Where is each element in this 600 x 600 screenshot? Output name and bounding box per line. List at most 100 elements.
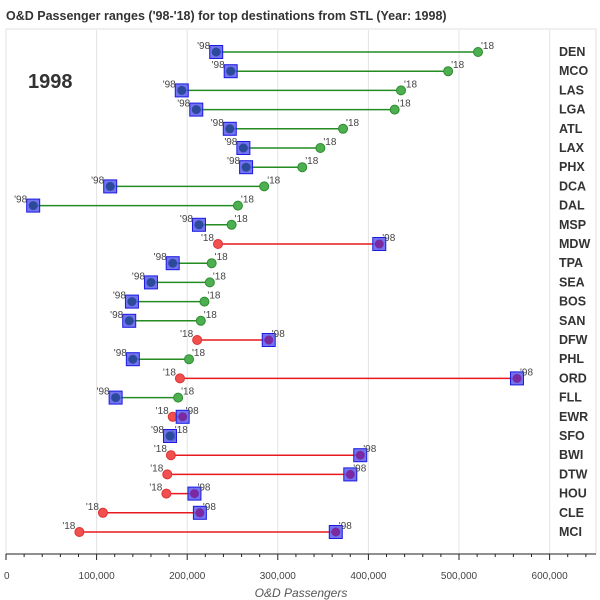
row-lax: '98 '18 LAX (224, 137, 585, 155)
point-2018[interactable] (473, 47, 484, 57)
label-2018: '18 (86, 502, 99, 513)
point-2018[interactable] (206, 258, 217, 269)
category-label: MSP (559, 218, 586, 232)
label-1998: '98 (211, 118, 224, 129)
point-1998 (331, 527, 341, 537)
label-2018: '18 (181, 387, 194, 398)
x-axis-title: O&D Passengers (255, 586, 348, 600)
label-1998: '98 (180, 214, 193, 225)
row-sfo: '98 '18 SFO (151, 425, 585, 443)
label-2018: '18 (235, 214, 248, 225)
label-1998: '98 (97, 387, 110, 398)
point-2018[interactable] (195, 315, 206, 326)
label-1998: '98 (91, 175, 104, 186)
label-2018: '18 (156, 406, 169, 417)
point-2018[interactable] (389, 104, 400, 115)
point-2018[interactable] (443, 66, 454, 77)
label-1998: '98 (224, 137, 237, 148)
label-1998: '98 (14, 195, 27, 206)
x-tick-label: 300,000 (260, 571, 297, 582)
row-dca: '98 '18 DCA (91, 175, 586, 194)
row-den: '98 '18 DEN (197, 41, 585, 59)
point-1998 (165, 431, 175, 441)
row-msp: '98 '18 MSP (180, 214, 586, 232)
row-hou: '98 '18 HOU (149, 483, 587, 501)
point-1998 (241, 162, 251, 172)
point-2018[interactable] (97, 507, 108, 518)
point-2018[interactable] (184, 354, 195, 365)
row-bos: '98 '18 BOS (113, 291, 586, 309)
point-2018[interactable] (161, 488, 172, 499)
category-label: DAL (559, 199, 585, 213)
point-2018[interactable] (199, 296, 210, 307)
label-2018: '18 (150, 463, 163, 474)
label-1998: '98 (154, 252, 167, 263)
label-1998: '98 (163, 79, 176, 90)
point-1998 (105, 181, 115, 191)
category-label: DCA (559, 179, 586, 193)
row-fll: '98 '18 FLL (97, 387, 582, 405)
row-san: '98 '18 SAN (110, 310, 585, 328)
category-label: ORD (559, 371, 587, 385)
row-tpa: '98 '18 TPA (154, 252, 583, 271)
label-2018: '18 (163, 367, 176, 378)
label-2018: '18 (204, 310, 217, 321)
point-2018[interactable] (204, 277, 215, 288)
point-1998 (345, 469, 355, 479)
category-label: MCO (559, 64, 588, 78)
point-2018[interactable] (192, 335, 203, 345)
point-2018[interactable] (162, 469, 173, 480)
label-2018: '18 (207, 291, 220, 302)
point-1998 (178, 412, 188, 422)
point-2018[interactable] (174, 373, 185, 384)
point-2018[interactable] (232, 200, 243, 211)
point-1998 (225, 124, 235, 134)
point-2018[interactable] (165, 450, 176, 461)
point-1998 (238, 143, 248, 153)
point-1998 (146, 277, 156, 287)
point-1998 (195, 508, 205, 518)
label-1998: '98 (272, 329, 285, 340)
row-sea: '98 '18 SEA (132, 271, 585, 290)
x-tick-label: 0 (4, 571, 10, 582)
point-2018[interactable] (297, 162, 308, 173)
label-2018: '18 (154, 444, 167, 455)
row-atl: '98 '18 ATL (211, 118, 583, 136)
row-mdw: '98 '18 MDW (201, 233, 590, 251)
category-label: LAX (559, 141, 585, 155)
point-2018[interactable] (315, 143, 326, 153)
point-2018[interactable] (338, 123, 349, 134)
row-phl: '98 '18 PHL (114, 348, 584, 367)
label-1998: '98 (339, 521, 352, 532)
point-1998 (512, 373, 522, 383)
point-1998 (226, 66, 236, 76)
row-mci: '98 '18 MCI (62, 521, 582, 539)
label-1998: '98 (520, 367, 533, 378)
category-label: ATL (559, 122, 583, 136)
point-1998 (28, 201, 38, 211)
label-2018: '18 (481, 41, 494, 52)
point-2018[interactable] (226, 219, 237, 230)
point-1998 (127, 297, 137, 307)
category-label: PHX (559, 160, 585, 174)
label-1998: '98 (186, 406, 199, 417)
row-ord: '98 '18 ORD (163, 367, 587, 386)
point-2018[interactable] (259, 181, 270, 192)
point-2018[interactable] (74, 527, 85, 537)
row-dal: '98 '18 DAL (14, 195, 585, 213)
x-tick-label: 600,000 (532, 571, 569, 582)
row-las: '98 '18 LAS (163, 79, 584, 98)
label-1998: '98 (151, 425, 164, 436)
point-1998 (168, 258, 178, 268)
point-2018[interactable] (213, 239, 224, 249)
point-2018[interactable] (173, 392, 184, 403)
label-1998: '98 (353, 463, 366, 474)
label-2018: '18 (398, 99, 411, 110)
label-2018: '18 (180, 329, 193, 340)
label-1998: '98 (363, 444, 376, 455)
row-cle: '98 '18 CLE (86, 502, 584, 520)
point-2018[interactable] (396, 85, 407, 96)
label-2018: '18 (213, 271, 226, 282)
category-label: EWR (559, 410, 588, 424)
